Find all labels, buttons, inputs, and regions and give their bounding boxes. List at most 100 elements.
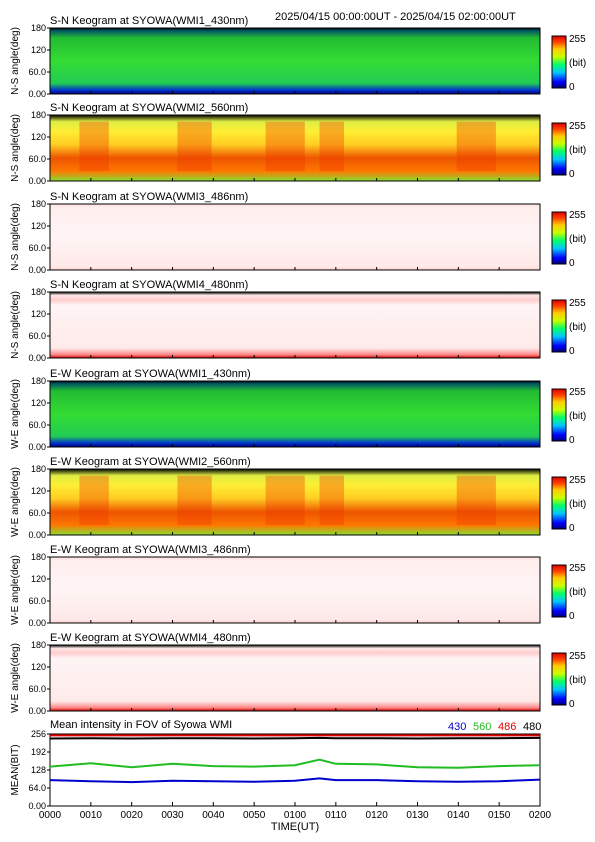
y-tick-label: 0.00: [28, 530, 46, 540]
colorbar-min: 0: [569, 523, 575, 534]
y-tick-label: 60.0: [28, 154, 46, 164]
series-line-430: [49, 777, 541, 784]
x-tick-label: 0150: [488, 810, 511, 821]
panel-title: E-W Keogram at SYOWA(WMI3_486nm): [50, 544, 251, 556]
y-tick-label: 60.0: [28, 684, 46, 694]
x-tick-label: 0100: [284, 810, 307, 821]
aurora-band: [456, 475, 496, 526]
y-tick-label: 180: [31, 464, 46, 474]
legend-entry: 560: [473, 721, 491, 733]
colorbar: [551, 299, 567, 353]
y-tick-label: 60.0: [28, 67, 46, 77]
mean-y-axis-label: MEAN(BIT): [10, 744, 21, 795]
y-axis-label: W-E angle(deg): [10, 643, 21, 713]
y-tick-label: 60.0: [28, 243, 46, 253]
colorbar-max: 255: [569, 34, 586, 45]
x-tick-label: 0140: [447, 810, 470, 821]
colorbar: [551, 122, 567, 176]
panel-title: S-N Keogram at SYOWA(WMI4_480nm): [50, 279, 248, 291]
keogram-image: [50, 645, 540, 711]
aurora-band: [319, 475, 344, 526]
series-line-560: [49, 758, 541, 769]
colorbar-max: 255: [569, 651, 586, 662]
y-tick-label: 120: [31, 662, 46, 672]
keogram-panel: S-N Keogram at SYOWA(WMI4_480nm) 0.00 60.0…: [10, 279, 586, 363]
x-tick-label: 0040: [202, 810, 225, 821]
y-tick-label: 180: [31, 640, 46, 650]
keogram-panel: S-N Keogram at SYOWA(WMI1_430nm) 0.00 60.0…: [10, 15, 586, 99]
keogram-image: [50, 557, 540, 623]
x-tick-label: 0050: [243, 810, 266, 821]
y-tick-label: 60.0: [28, 508, 46, 518]
aurora-band: [265, 475, 305, 526]
y-tick-label: 0.00: [28, 89, 46, 99]
y-tick-label: 120: [31, 398, 46, 408]
y-axis-label: N-S angle(deg): [10, 114, 21, 182]
date-range: 2025/04/15 00:00:00UT - 2025/04/15 02:00…: [275, 11, 516, 23]
y-tick-label: 180: [31, 552, 46, 562]
y-tick-label: 64.0: [28, 783, 46, 793]
aurora-band: [319, 121, 344, 172]
colorbar-min: 0: [569, 699, 575, 710]
colorbar-min: 0: [569, 82, 575, 93]
y-tick-label: 256: [31, 729, 46, 739]
keogram-image: [50, 28, 540, 94]
keogram-image: [50, 469, 540, 535]
colorbar: [551, 388, 567, 442]
y-axis-label: N-S angle(deg): [10, 27, 21, 95]
keogram-panel: E-W Keogram at SYOWA(WMI1_430nm) 0.00 60.0…: [10, 368, 586, 452]
y-tick-label: 120: [31, 574, 46, 584]
y-tick-label: 180: [31, 287, 46, 297]
aurora-band: [177, 475, 212, 526]
y-axis-label: W-E angle(deg): [10, 555, 21, 625]
x-tick-label: 0020: [121, 810, 144, 821]
panel-title: E-W Keogram at SYOWA(WMI1_430nm): [50, 368, 251, 380]
y-tick-label: 180: [31, 110, 46, 120]
colorbar-unit: (bit): [569, 499, 586, 510]
y-tick-label: 0.00: [28, 353, 46, 363]
y-tick-label: 120: [31, 309, 46, 319]
aurora-band: [79, 121, 109, 172]
y-tick-label: 60.0: [28, 331, 46, 341]
y-tick-label: 180: [31, 199, 46, 209]
panel-title: E-W Keogram at SYOWA(WMI2_560nm): [50, 456, 251, 468]
y-tick-label: 120: [31, 486, 46, 496]
colorbar-min: 0: [569, 346, 575, 357]
colorbar-unit: (bit): [569, 234, 586, 245]
y-tick-label: 0.00: [28, 176, 46, 186]
time-axis: 0000 0010 0020 0030 0040 0050 0100 0110 0120 0130…: [39, 802, 552, 833]
colorbar-min: 0: [569, 258, 575, 269]
y-tick-label: 60.0: [28, 596, 46, 606]
colorbar-max: 255: [569, 387, 586, 398]
x-axis-label: TIME(UT): [271, 821, 319, 833]
y-tick-label: 0.00: [28, 618, 46, 628]
colorbar: [551, 35, 567, 89]
y-tick-label: 0.00: [28, 706, 46, 716]
keogram-panel: S-N Keogram at SYOWA(WMI2_560nm) 0.00 60.0…: [10, 102, 586, 186]
y-tick-label: 128: [31, 765, 46, 775]
colorbar-max: 255: [569, 563, 586, 574]
x-tick-label: 0200: [529, 810, 552, 821]
y-tick-label: 192: [31, 747, 46, 757]
x-tick-label: 0000: [39, 810, 62, 821]
panel-title: S-N Keogram at SYOWA(WMI3_486nm): [50, 191, 248, 203]
y-tick-label: 180: [31, 23, 46, 33]
colorbar-unit: (bit): [569, 58, 586, 69]
y-tick-label: 60.0: [28, 420, 46, 430]
y-tick-label: 0.00: [28, 442, 46, 452]
y-axis-label: N-S angle(deg): [10, 203, 21, 271]
y-tick-label: 180: [31, 376, 46, 386]
colorbar-unit: (bit): [569, 675, 586, 686]
colorbar-max: 255: [569, 210, 586, 221]
mean-plot-frame: [49, 733, 541, 807]
colorbar-unit: (bit): [569, 322, 586, 333]
colorbar: [551, 564, 567, 618]
keogram-panel: S-N Keogram at SYOWA(WMI3_486nm) 0.00 60.0…: [10, 191, 586, 275]
legend-entry: 430: [448, 721, 466, 733]
aurora-band: [456, 121, 496, 172]
x-tick-label: 0120: [366, 810, 389, 821]
y-tick-label: 120: [31, 221, 46, 231]
keogram-image: [50, 115, 540, 181]
keogram-panel: E-W Keogram at SYOWA(WMI3_486nm) 0.00 60.0…: [10, 544, 586, 628]
